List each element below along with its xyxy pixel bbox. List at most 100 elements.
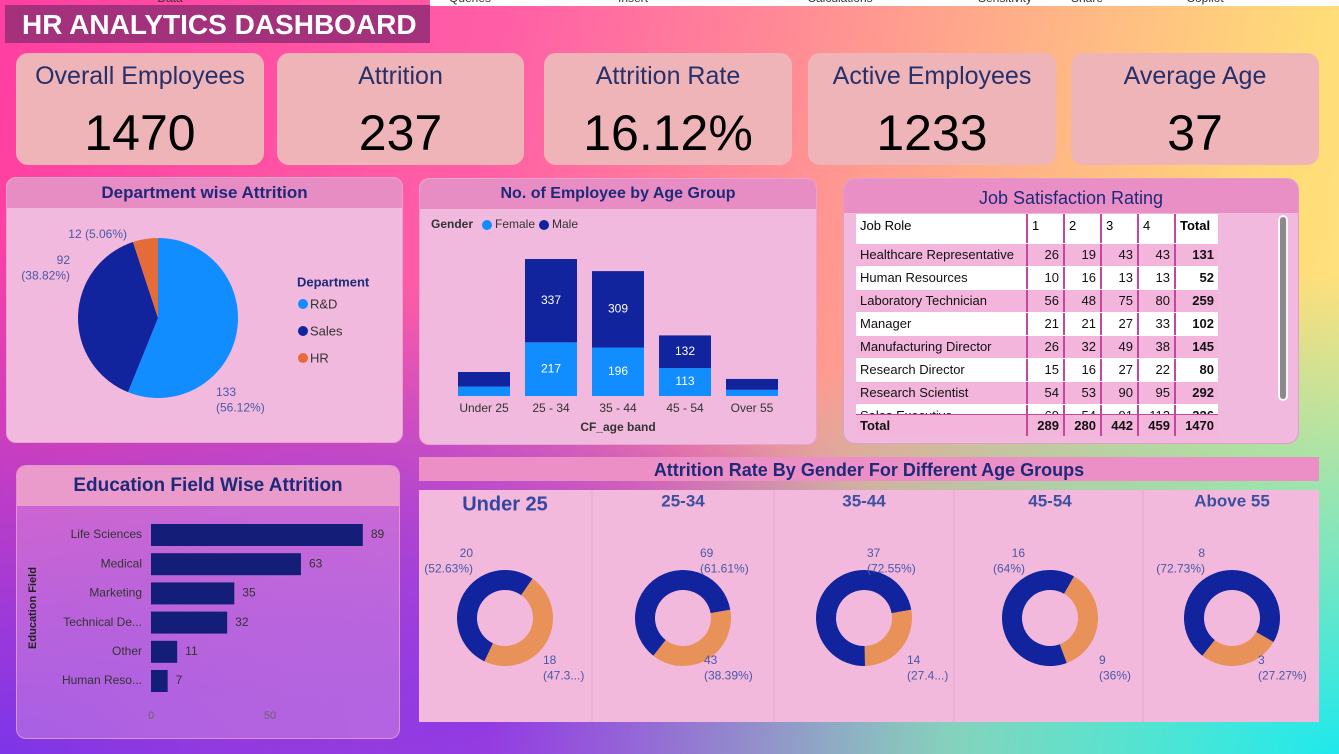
table-total: Total 289 280 442 459 1470 [856, 414, 1218, 436]
table-cell: 27 [1100, 359, 1137, 381]
kpi-card: Overall Employees 1470 [16, 53, 264, 165]
table-cell: 43 [1100, 244, 1137, 266]
legend-marker [482, 220, 492, 230]
data-label: 63 [309, 556, 323, 570]
data-label: 89 [371, 527, 385, 541]
data-label: 32 [235, 615, 249, 629]
column-header: Job Role [860, 218, 912, 233]
panel-title: Department wise Attrition [7, 178, 402, 208]
bar-panel: No. of Employee by Age Group Gender Female… [419, 178, 817, 445]
kpi-value: 237 [358, 105, 443, 161]
table-cell: 54 [1063, 405, 1100, 414]
table-cell: 102 [1174, 313, 1218, 335]
table-row: Healthcare Representative 26 19 43 43 131 [856, 244, 1218, 266]
data-label: 16 (64%) [993, 546, 1025, 576]
legend-marker [298, 353, 308, 363]
kpi-value: 1470 [84, 105, 196, 161]
data-label: 133 (56.12%) [216, 385, 265, 415]
bar [151, 670, 168, 692]
ribbon-item: Sensitivity [965, 0, 1045, 5]
table-cell: Laboratory Technician [856, 290, 1026, 312]
legend-marker [539, 220, 549, 230]
table-cell: 1470 [1174, 415, 1218, 436]
table-cell: 48 [1063, 290, 1100, 312]
legend-label: R&D [310, 296, 337, 311]
table-cell: 289 [1026, 415, 1063, 436]
table-cell: 326 [1174, 405, 1218, 414]
bar-segment [458, 386, 510, 396]
x-tick-label: 35 - 44 [599, 401, 637, 415]
y-tick-label: Technical De... [63, 615, 142, 629]
y-tick-label: Medical [101, 556, 142, 570]
legend-marker [298, 299, 308, 309]
x-tick-label: 25 - 34 [532, 401, 570, 415]
bar [151, 582, 235, 605]
data-label: 7 [176, 673, 183, 687]
table-cell: 112 [1137, 405, 1174, 414]
x-axis-label: CF_age band [580, 420, 655, 434]
table-cell: 459 [1137, 415, 1174, 436]
bar [151, 611, 228, 634]
legend-marker [298, 326, 308, 336]
column-header: 2 [1063, 214, 1100, 243]
table-panel: Job Satisfaction Rating Job Role 1 2 3 4 Total… [843, 178, 1299, 444]
y-tick-label: Life Sciences [71, 527, 142, 541]
data-label: 43 (38.39%) [704, 653, 753, 683]
bar-segment [592, 347, 644, 396]
kpi-label: Overall Employees [35, 62, 245, 90]
table-cell: Manager [856, 313, 1026, 335]
ribbon [430, 0, 1339, 6]
bar [151, 553, 301, 576]
column-header: 1 [1026, 214, 1063, 243]
data-label: 9 (36%) [1099, 653, 1131, 683]
kpi-label: Attrition [358, 62, 443, 90]
table-cell: Manufacturing Director [856, 336, 1026, 358]
table-row: Sales Executive695491112326 [856, 405, 1218, 414]
data-label: 132 [675, 344, 695, 358]
legend-label: Sales [310, 323, 343, 338]
legend-title: Department [297, 274, 370, 289]
donut-slice [653, 609, 731, 666]
table-cell: 292 [1174, 382, 1218, 404]
table-header: Job Role 1 2 3 4 Total [856, 214, 1218, 243]
table-cell: 442 [1100, 415, 1137, 436]
panel-title: Education Field Wise Attrition [17, 466, 399, 506]
data-label: 113 [675, 374, 694, 388]
kpi-label: Attrition Rate [595, 62, 741, 90]
x-tick-label: Over 55 [731, 401, 774, 415]
kpi-card: Attrition 237 [277, 53, 524, 165]
table-cell: 26 [1026, 336, 1063, 358]
table-cell: 13 [1137, 267, 1174, 289]
table-cell: Human Resources [856, 267, 1026, 289]
donut-slice [457, 570, 533, 662]
data-label: 196 [608, 364, 628, 378]
y-tick-label: Other [112, 644, 142, 658]
pie-slice [78, 242, 158, 393]
data-label: 12 (5.06%) [68, 227, 127, 241]
table-cell: 80 [1174, 359, 1218, 381]
donut-slice [1184, 570, 1280, 656]
data-label: 11 [185, 644, 198, 658]
legend-label: Female [495, 217, 535, 231]
table-cell: 21 [1026, 313, 1063, 335]
kpi-value: 1233 [876, 105, 988, 161]
table-row: Laboratory Technician 56 48 75 80 259 [856, 290, 1218, 312]
table-row: Manager 21 21 27 33 102 [856, 313, 1218, 335]
table-cell: 131 [1174, 244, 1218, 266]
table-cell: 90 [1100, 382, 1137, 404]
table-cell: 27 [1100, 313, 1137, 335]
pie-slice [127, 238, 239, 398]
table-cell: Research Scientist [856, 382, 1026, 404]
table-cell: 38 [1137, 336, 1174, 358]
donut-title: 25-34 [661, 491, 705, 510]
table-cell: Research Director [856, 359, 1026, 381]
legend-label: Male [552, 217, 578, 231]
scrollbar-thumb [1280, 217, 1286, 399]
dashboard-title: HR ANALYTICS DASHBOARD [5, 5, 430, 43]
donut-slice [816, 570, 912, 666]
table-cell: 32 [1063, 336, 1100, 358]
data-label: 92 (38.82%) [21, 253, 70, 283]
table-row: Research Director 15 16 27 22 80 [856, 359, 1218, 381]
chart-svg: Gender Female Male Under 25 217 337 25 - 34 196… [431, 217, 778, 434]
